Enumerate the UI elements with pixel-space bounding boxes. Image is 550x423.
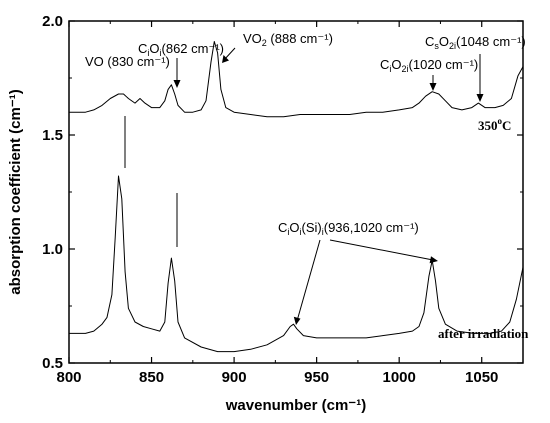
cio2i-o: O bbox=[391, 57, 401, 72]
cioisi-c: C bbox=[278, 220, 287, 235]
series-line-annealed-350c bbox=[69, 41, 524, 118]
x-axis-ticks: 800 850 900 950 1000 1050 bbox=[56, 21, 498, 386]
x-tick-label-900: 900 bbox=[222, 369, 247, 386]
x-tick-label-950: 950 bbox=[304, 369, 329, 386]
temperature-label: 350oC bbox=[478, 116, 511, 133]
cso2i-sub2: 2i bbox=[449, 41, 456, 51]
cio2i-label: CiO2i(1020 cm⁻¹) bbox=[380, 57, 478, 74]
cioisi-right-arrowhead bbox=[429, 256, 438, 264]
cso2i-o: O bbox=[439, 34, 449, 49]
cioisi-si: (Si) bbox=[302, 220, 322, 235]
series-lines bbox=[69, 41, 524, 353]
x-tick-label-1050: 1050 bbox=[465, 369, 498, 386]
cso2i-c: C bbox=[425, 34, 434, 49]
cioi-c: C bbox=[138, 41, 147, 56]
y-tick-label-1: 1.0 bbox=[42, 241, 63, 258]
x-tick-label-1000: 1000 bbox=[382, 369, 415, 386]
cioi-sub2: i bbox=[160, 48, 162, 58]
temperature-unit: C bbox=[502, 118, 511, 133]
vo2-arrowhead bbox=[222, 55, 229, 63]
temperature-value: 350 bbox=[478, 118, 498, 133]
cioi-arrowhead bbox=[173, 80, 181, 88]
y-tick-label-0.5: 0.5 bbox=[42, 355, 63, 372]
temperature-degree: o bbox=[498, 116, 503, 126]
vo2-sub: 2 bbox=[262, 38, 267, 48]
x-tick-label-850: 850 bbox=[139, 369, 164, 386]
cso2i-rest: (1048 cm⁻¹) bbox=[456, 34, 526, 49]
cioisi-sub1: i bbox=[287, 227, 289, 237]
annotation-arrowheads bbox=[173, 55, 484, 325]
cioisi-sub3: i bbox=[322, 227, 324, 237]
vo2-main: VO bbox=[243, 31, 262, 46]
cioisi-label: CiOi(Si)i(936,1020 cm⁻¹) bbox=[278, 220, 419, 237]
cioisi-sub2: i bbox=[300, 227, 302, 237]
cio2i-sub2: 2i bbox=[402, 64, 409, 74]
cio2i-rest: (1020 cm⁻¹) bbox=[409, 57, 479, 72]
cso2i-sub1: s bbox=[434, 41, 439, 51]
x-tick-label-800: 800 bbox=[56, 369, 81, 386]
vo-label: VO (830 cm⁻¹) bbox=[85, 54, 170, 69]
series-line-after-irradiation bbox=[69, 175, 524, 353]
after-irradiation-label: after irradiation bbox=[438, 326, 529, 341]
cioi-o: O bbox=[149, 41, 159, 56]
cioi-rest: (862 cm⁻¹) bbox=[162, 41, 224, 56]
cioi-label: CiOi(862 cm⁻¹) bbox=[138, 41, 224, 58]
cioisi-o: O bbox=[289, 220, 299, 235]
cso2i-arrowhead bbox=[476, 94, 484, 102]
y-axis-ticks: 0.5 1.0 1.5 2.0 bbox=[42, 13, 523, 372]
annotation-lines bbox=[124, 47, 481, 322]
plot-frame bbox=[68, 20, 524, 364]
cioisi-left-arrowhead bbox=[293, 316, 301, 325]
cioisi-rest: (936,1020 cm⁻¹) bbox=[324, 220, 419, 235]
x-axis-title: wavenumber (cm⁻¹) bbox=[225, 397, 366, 414]
vo2-label: VO2 (888 cm⁻¹) bbox=[243, 31, 333, 48]
cio2i-c: C bbox=[380, 57, 389, 72]
cioisi-arrow-right bbox=[329, 239, 434, 261]
cio2i-arrowhead bbox=[429, 83, 437, 91]
cioi-sub1: i bbox=[147, 48, 149, 58]
cioisi-arrow-left bbox=[296, 239, 321, 322]
vo2-rest: (888 cm⁻¹) bbox=[267, 31, 333, 46]
y-axis-title: absorption coefficient (cm⁻¹) bbox=[7, 89, 24, 294]
cso2i-label: CsO2i(1048 cm⁻¹) bbox=[425, 34, 526, 51]
cio2i-sub1: i bbox=[389, 64, 391, 74]
y-tick-label-2: 2.0 bbox=[42, 13, 63, 30]
y-tick-label-1.5: 1.5 bbox=[42, 127, 63, 144]
